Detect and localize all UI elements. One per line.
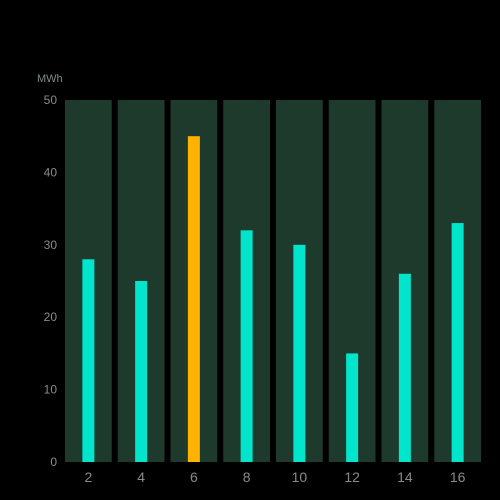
category-bands: [65, 100, 481, 462]
x-tick-label: 12: [344, 469, 360, 485]
x-tick-label: 4: [137, 469, 145, 485]
x-tick-label: 10: [292, 469, 308, 485]
x-tick-label: 2: [84, 469, 92, 485]
y-axis-ticks: 0 10 20 30 40 50: [44, 93, 58, 469]
y-tick-label: 20: [44, 310, 58, 324]
bar-4[interactable]: [135, 281, 148, 462]
bars: [82, 136, 464, 462]
x-tick-label: 14: [397, 469, 413, 485]
bar-2[interactable]: [82, 259, 95, 462]
bar-8[interactable]: [240, 230, 253, 462]
x-tick-label: 6: [190, 469, 198, 485]
y-tick-label: 0: [50, 455, 57, 469]
y-tick-label: 10: [44, 383, 58, 397]
bar-14[interactable]: [398, 273, 411, 462]
y-axis-unit-label: MWh: [37, 73, 63, 85]
y-tick-label: 30: [44, 238, 58, 252]
x-tick-label: 8: [243, 469, 251, 485]
bar-12[interactable]: [346, 353, 359, 462]
bar-10[interactable]: [293, 244, 306, 462]
x-tick-label: 16: [450, 469, 466, 485]
y-tick-label: 40: [44, 165, 58, 179]
x-axis-ticks: 2 4 6 8 10 12 14 16: [84, 469, 465, 485]
bar-16[interactable]: [451, 223, 464, 462]
bar-6[interactable]: [187, 136, 200, 462]
y-tick-label: 50: [44, 93, 58, 107]
